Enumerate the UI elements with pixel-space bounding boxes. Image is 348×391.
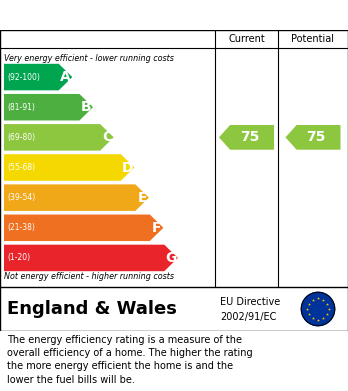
Text: EU Directive: EU Directive xyxy=(220,298,280,307)
Text: (55-68): (55-68) xyxy=(7,163,35,172)
Text: (1-20): (1-20) xyxy=(7,253,30,262)
Text: E: E xyxy=(137,191,147,204)
Circle shape xyxy=(301,292,335,326)
Text: Very energy efficient - lower running costs: Very energy efficient - lower running co… xyxy=(4,54,174,63)
Polygon shape xyxy=(4,215,164,241)
Polygon shape xyxy=(4,124,114,151)
Text: (92-100): (92-100) xyxy=(7,73,40,82)
Text: G: G xyxy=(165,251,177,265)
Text: (69-80): (69-80) xyxy=(7,133,35,142)
Polygon shape xyxy=(4,64,72,90)
Text: B: B xyxy=(81,100,92,114)
Polygon shape xyxy=(4,185,149,211)
Polygon shape xyxy=(4,94,93,120)
Text: Not energy efficient - higher running costs: Not energy efficient - higher running co… xyxy=(4,272,174,281)
Text: England & Wales: England & Wales xyxy=(7,300,177,318)
Text: Potential: Potential xyxy=(292,34,334,44)
Polygon shape xyxy=(4,245,178,271)
Text: 75: 75 xyxy=(240,130,259,144)
Text: The energy efficiency rating is a measure of the
overall efficiency of a home. T: The energy efficiency rating is a measur… xyxy=(7,335,253,385)
Text: (39-54): (39-54) xyxy=(7,193,35,202)
Polygon shape xyxy=(4,154,134,181)
Text: C: C xyxy=(102,130,112,144)
Text: 75: 75 xyxy=(306,130,326,144)
Polygon shape xyxy=(219,125,274,150)
Polygon shape xyxy=(285,125,340,150)
Text: (21-38): (21-38) xyxy=(7,223,35,232)
Text: D: D xyxy=(122,160,133,174)
Text: Current: Current xyxy=(228,34,265,44)
Text: F: F xyxy=(152,221,161,235)
Text: Energy Efficiency Rating: Energy Efficiency Rating xyxy=(8,7,210,23)
Text: A: A xyxy=(60,70,71,84)
Text: 2002/91/EC: 2002/91/EC xyxy=(220,312,276,322)
Text: (81-91): (81-91) xyxy=(7,103,35,112)
